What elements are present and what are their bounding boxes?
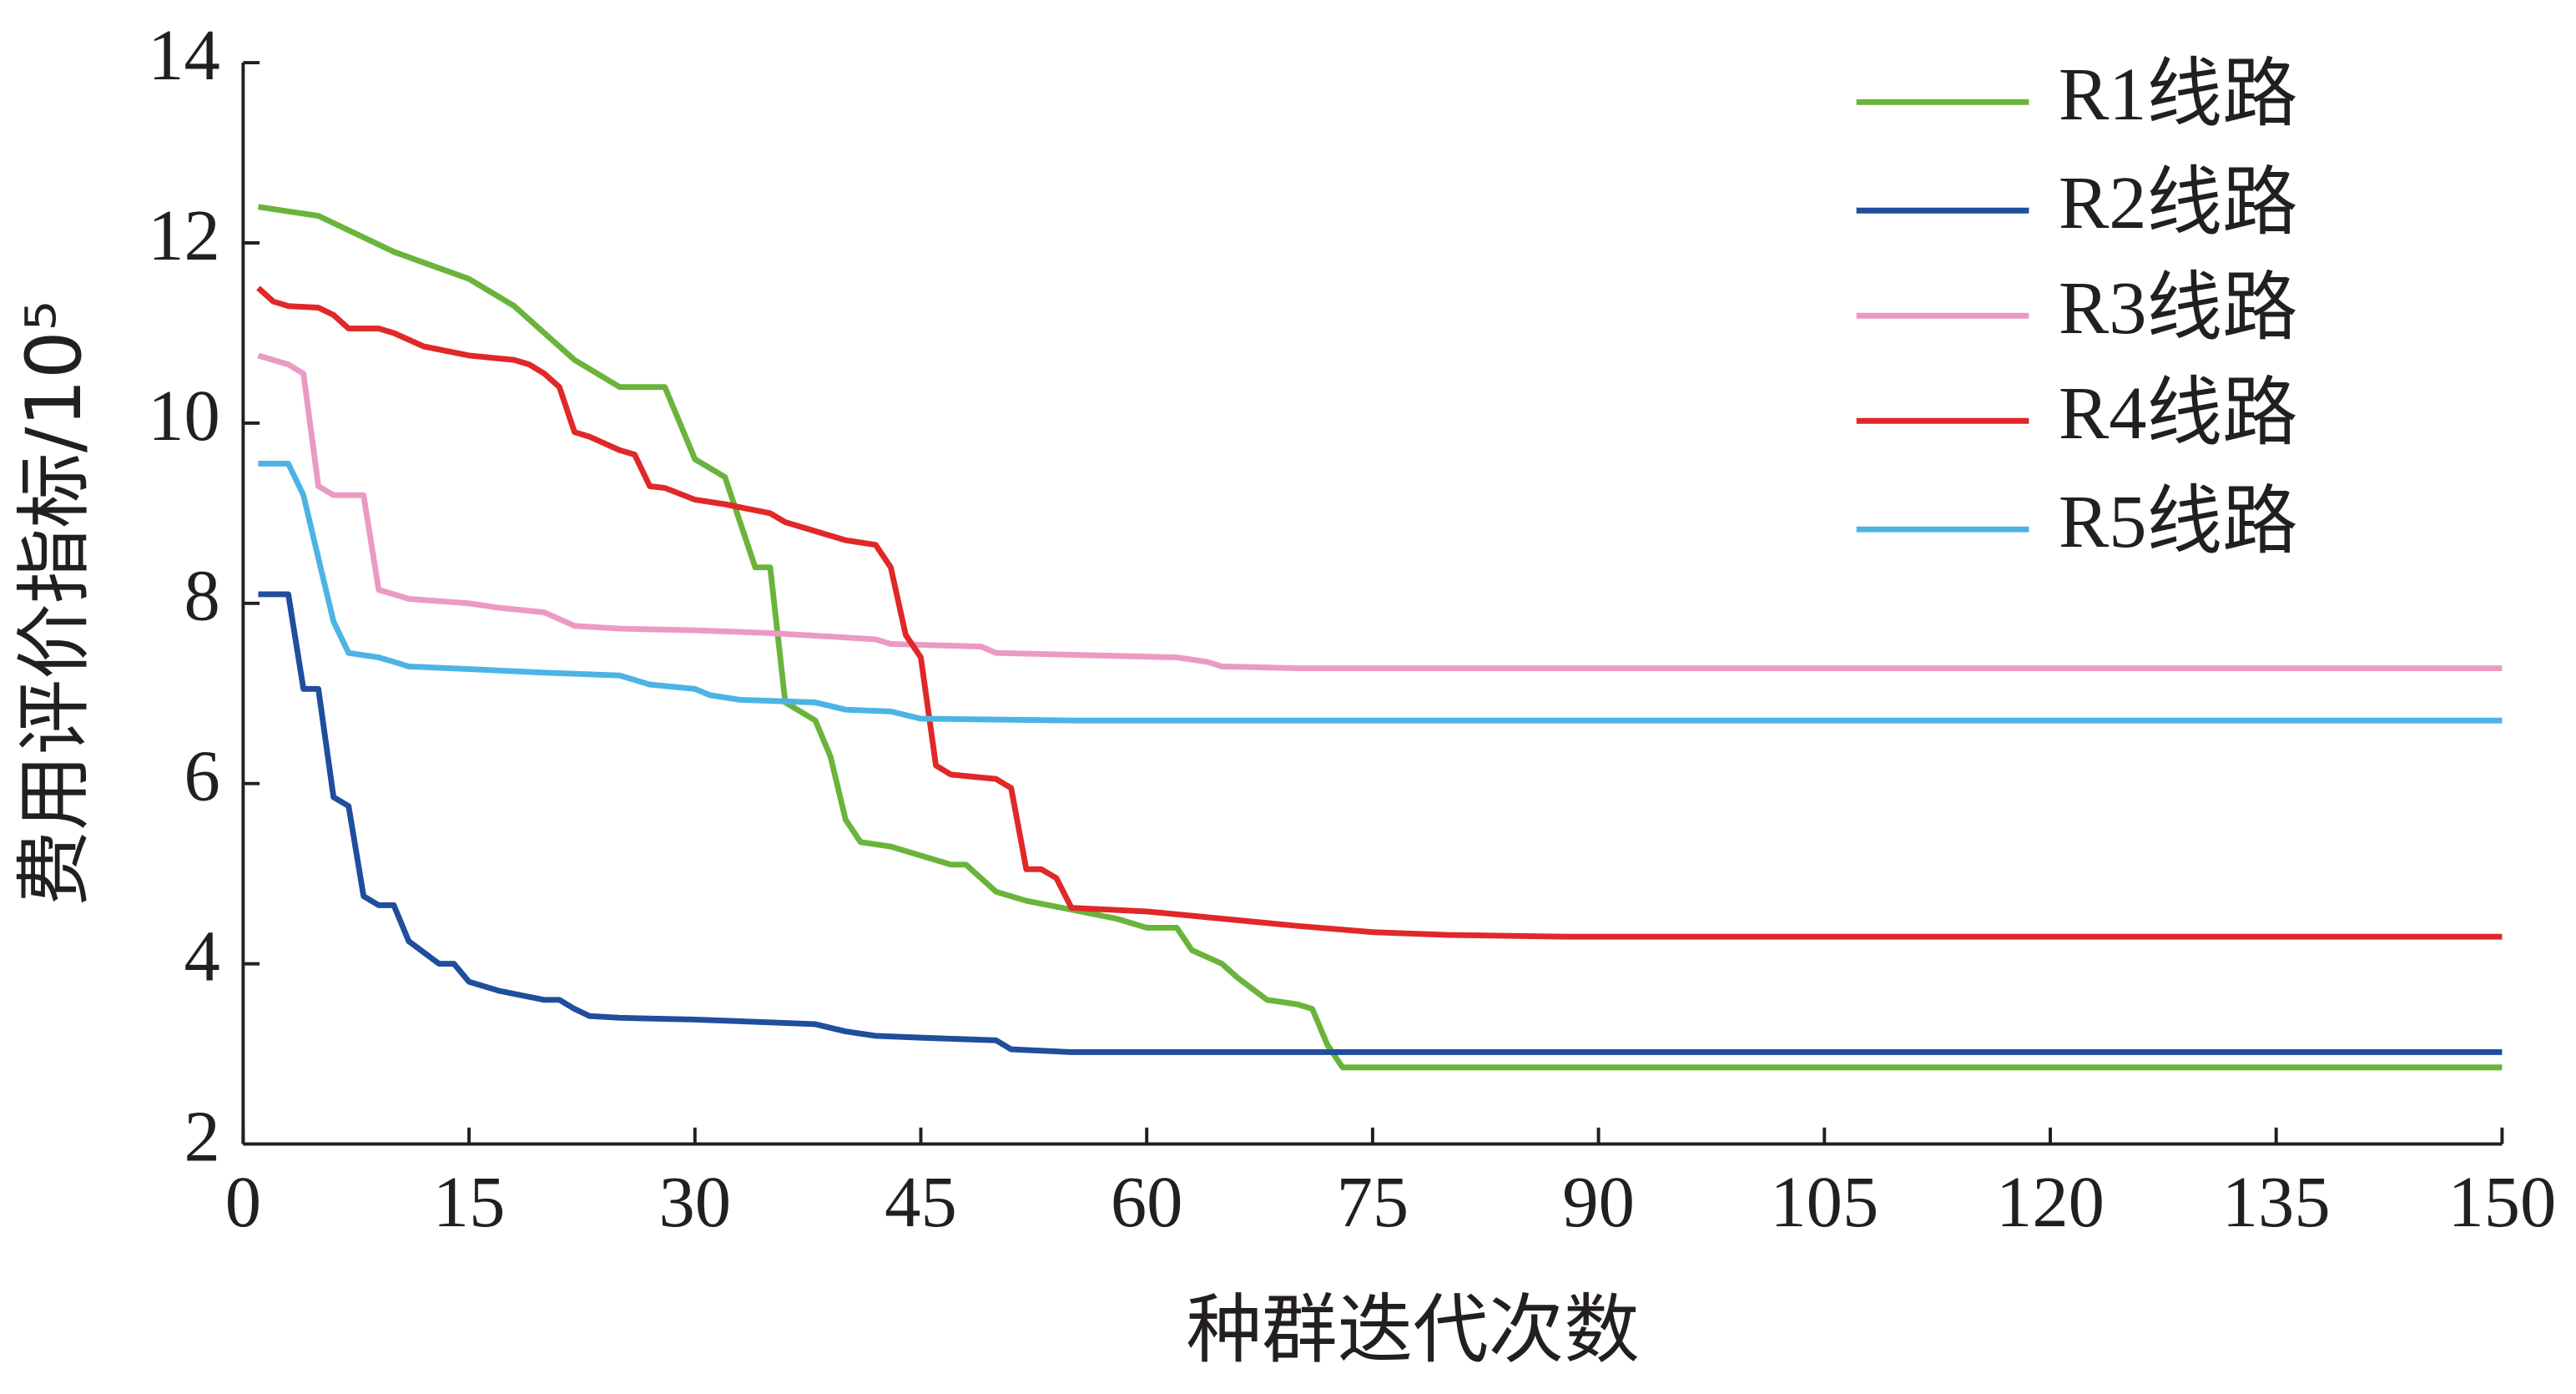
x-tick-label: 45 [885,1162,957,1242]
y-tick-label: 6 [184,736,220,816]
x-tick-label: 15 [433,1162,506,1242]
series-line [257,352,2503,671]
x-tick-label: 0 [225,1162,261,1242]
x-tick-label: 60 [1111,1162,1183,1242]
x-tick-label: 135 [2222,1162,2331,1242]
x-tick-label: 120 [1996,1162,2105,1242]
y-tick-label: 4 [184,916,220,996]
series-line [257,204,2503,1071]
series-line [256,285,2503,940]
legend-label: R2线路 [2059,160,2298,245]
y-tick-label: 12 [148,195,220,275]
legend-label: R3线路 [2059,265,2298,350]
x-tick-label: 150 [2447,1162,2556,1242]
x-tick-label: 105 [1770,1162,1878,1242]
legend-label: R1线路 [2059,52,2298,136]
x-tick-label: 30 [658,1162,731,1242]
y-tick-label: 8 [184,556,220,636]
x-axis-title: 种群迭代次数 [1186,1286,1639,1374]
series-line [258,591,2503,1055]
legend-label: R5线路 [2059,479,2298,563]
x-tick-label: 90 [1562,1162,1635,1242]
y-tick-label: 2 [184,1096,220,1176]
legend-label: R4线路 [2059,371,2298,455]
x-tick-label: 75 [1337,1162,1409,1242]
series-line [258,460,2503,724]
y-axis-title: 费用评价指标/10⁵ [11,301,98,906]
y-tick-label: 14 [148,15,220,95]
y-tick-label: 10 [148,376,220,456]
